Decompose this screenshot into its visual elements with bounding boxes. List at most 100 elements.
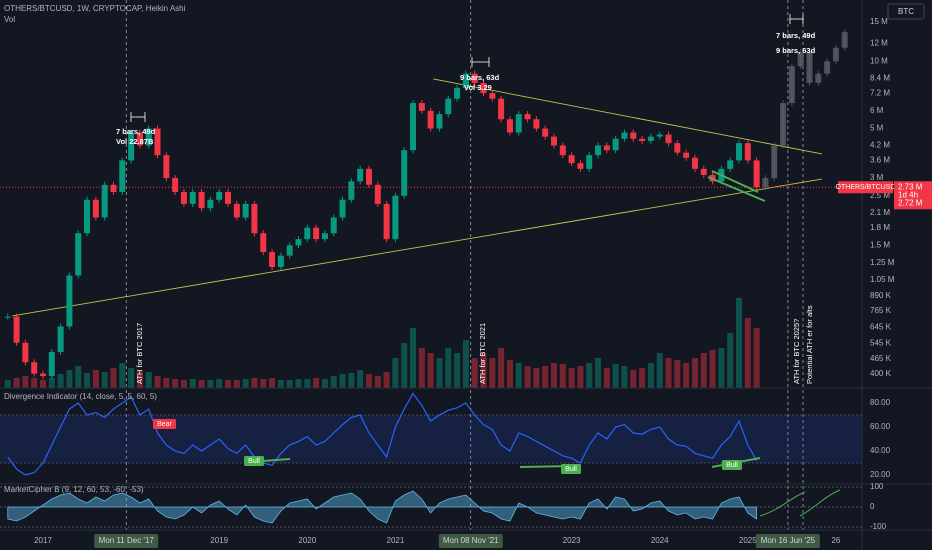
volume-bar <box>180 380 187 388</box>
candle <box>612 138 619 151</box>
y-tick-label: 1.25 M <box>870 258 895 267</box>
volume-bar <box>683 363 690 388</box>
price-axis <box>862 0 932 530</box>
candle <box>771 145 778 179</box>
y-tick-label: 765 K <box>870 306 892 315</box>
y-tick-label: 1.8 M <box>870 223 890 232</box>
candle <box>559 145 566 156</box>
candle <box>797 52 804 67</box>
candle <box>480 82 487 94</box>
volume-bar <box>524 366 531 388</box>
y-tick-label: 400 K <box>870 369 892 378</box>
candle <box>410 103 417 151</box>
candle <box>621 132 628 139</box>
volume-bar <box>84 373 91 388</box>
candle <box>595 145 602 156</box>
candle <box>180 191 187 204</box>
candle <box>515 114 522 133</box>
band <box>0 415 862 463</box>
x-tick-label: 26 <box>831 536 840 545</box>
cipher-projection <box>759 489 841 517</box>
candle <box>163 155 170 179</box>
y-tick-label: 60.00 <box>870 422 891 431</box>
volume-bar <box>665 358 672 388</box>
y-tick-label: 12 M <box>870 39 888 48</box>
volume-bar <box>709 350 716 388</box>
bull-label: Bull <box>248 458 260 465</box>
x-tick-label: 2017 <box>34 536 52 545</box>
y-tick-label: 3 M <box>870 173 884 182</box>
measure-label: Vol 22.87B <box>116 137 154 146</box>
volume-bar <box>348 373 355 388</box>
candle <box>313 227 320 240</box>
candle <box>31 362 38 374</box>
candle <box>92 199 99 218</box>
currency-label[interactable]: BTC <box>898 7 914 16</box>
countdown-label: 1d 4h <box>898 190 918 199</box>
y-tick-label: 40.00 <box>870 446 891 455</box>
y-tick-label: 545 K <box>870 339 892 348</box>
currency-button[interactable] <box>887 3 925 20</box>
x-tick-label: 2024 <box>651 536 669 545</box>
candle <box>330 217 337 234</box>
candle <box>665 134 672 144</box>
candle <box>683 152 690 158</box>
cipher-title: MarketCipher B (9, 12, 60, 53, -60, -53) <box>4 485 144 494</box>
volume-bar <box>110 368 117 388</box>
volume-bar <box>383 372 390 388</box>
y-tick-label: 465 K <box>870 354 892 363</box>
candle <box>542 128 549 137</box>
volume-bar <box>75 366 82 388</box>
candle <box>286 245 293 256</box>
candle <box>577 163 584 169</box>
candle <box>48 351 55 377</box>
x-tick-label: 2021 <box>387 536 405 545</box>
x-tick-label: 2020 <box>298 536 316 545</box>
candle <box>568 155 575 164</box>
candle <box>365 168 372 185</box>
volume-bar <box>612 364 619 388</box>
y-tick-label: 80.00 <box>870 398 891 407</box>
y-tick-label: 10 M <box>870 56 888 65</box>
candle <box>815 73 822 83</box>
candle <box>674 143 681 153</box>
volume-bar <box>225 380 232 388</box>
volume-bar <box>304 379 311 388</box>
bull-label: Bull <box>565 466 577 473</box>
candle <box>154 128 161 156</box>
candle <box>639 138 646 141</box>
measure-label: 9 bars, 63d <box>460 73 500 82</box>
candle <box>753 160 760 188</box>
candle <box>207 199 214 209</box>
candle <box>374 184 381 204</box>
volume-bar <box>577 366 584 388</box>
wave-area <box>7 490 758 524</box>
candle <box>401 150 408 196</box>
volume-bar <box>736 298 743 388</box>
volume-bar <box>13 378 20 388</box>
candle <box>233 203 240 218</box>
candle <box>691 157 698 169</box>
candle <box>700 168 707 175</box>
candle <box>189 191 196 204</box>
volume-bar <box>365 374 372 388</box>
volume-bar <box>286 380 293 388</box>
candle <box>321 233 328 240</box>
candle <box>339 199 346 218</box>
volume-bar <box>630 370 637 388</box>
volume-bar <box>401 343 408 388</box>
volume-bar <box>330 376 337 388</box>
candle <box>75 233 82 276</box>
candle <box>383 203 390 240</box>
candle <box>506 119 513 133</box>
indicator-line <box>7 392 758 476</box>
volume-bar <box>586 363 593 388</box>
candle <box>727 160 734 169</box>
y-tick-label: 5 M <box>870 124 884 133</box>
volume-bar <box>313 378 320 388</box>
candle <box>136 132 143 146</box>
candle <box>39 373 46 377</box>
volume-bar <box>744 318 751 388</box>
